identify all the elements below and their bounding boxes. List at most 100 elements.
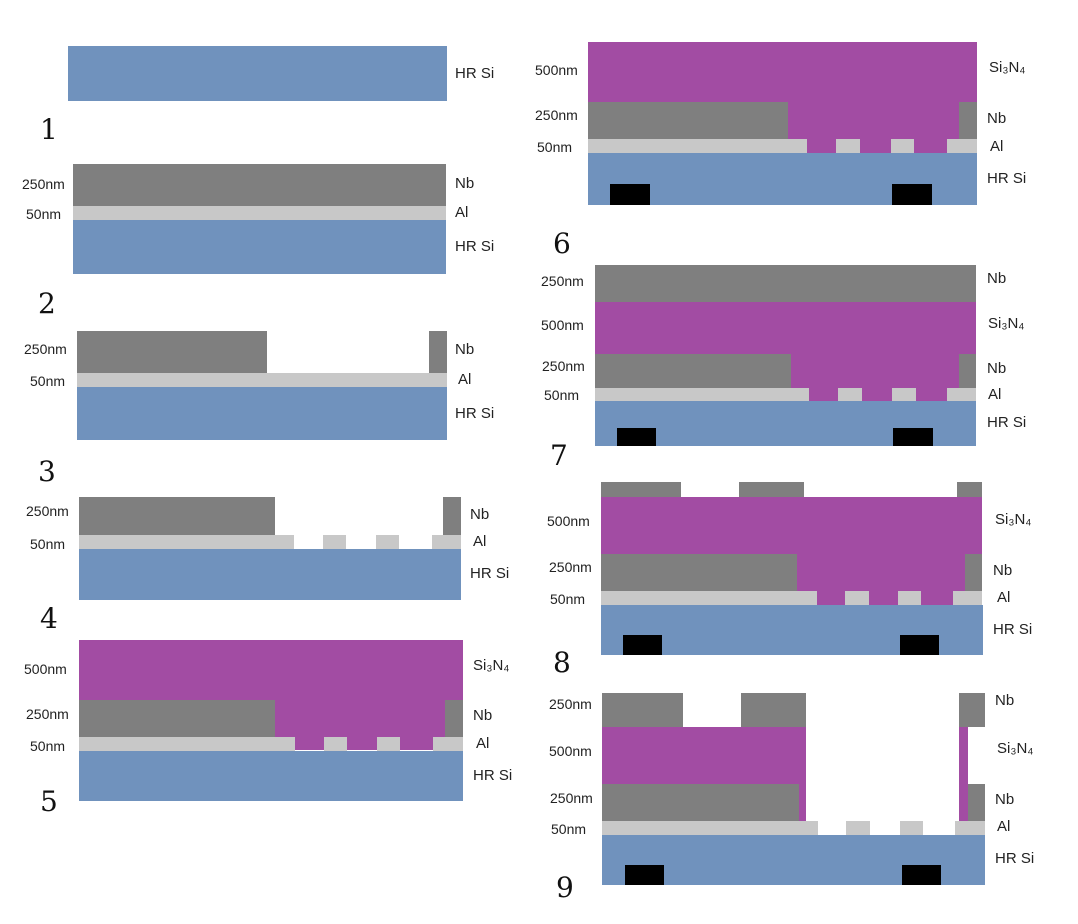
step5-label-hrsi: HR Si [473, 767, 513, 784]
step6-label-hrsi: HR Si [987, 170, 1027, 187]
step2-thickness-nb: 250nm [22, 176, 65, 192]
step3-nb-left [77, 331, 267, 373]
step4-nb-right [443, 497, 461, 535]
step7-al-segment [892, 388, 916, 401]
step9-label-hrsi: HR Si [995, 850, 1035, 867]
step1-number: 1 [40, 113, 58, 146]
step2-nb-layer [73, 164, 446, 206]
step7-label-nb: Nb [987, 360, 1007, 377]
step9-al-main [602, 821, 818, 835]
step2-label-hrsi: HR Si [455, 238, 495, 255]
step3-thickness-al: 50nm [30, 373, 66, 389]
step5-al-segment [433, 737, 463, 751]
step2-number: 2 [38, 287, 56, 320]
step8-al-segment [898, 591, 921, 605]
step7-label-nitride: Si₃N₄ [988, 315, 1025, 332]
step5-thickness-nb: 250nm [26, 706, 69, 722]
step6-al-main [588, 139, 807, 153]
step2-substrate [73, 220, 446, 274]
step7-marker-left [617, 428, 656, 446]
step9-al-segment [900, 821, 923, 835]
step9-number: 9 [556, 871, 574, 904]
step6-label-nitride: Si₃N₄ [989, 59, 1026, 76]
step5-label-nb: Nb [473, 707, 493, 724]
step6-label-al: Al [990, 138, 1004, 155]
step9-marker-left [625, 865, 664, 885]
step8-thickness-al: 50nm [550, 591, 586, 607]
step7-nb-top [595, 265, 976, 302]
step3-al-layer [77, 373, 447, 387]
step8-al-segment [845, 591, 869, 605]
step8-label-nitride: Si₃N₄ [995, 511, 1032, 528]
step7-thickness-nb-top: 250nm [541, 273, 584, 289]
step9-al-segment [846, 821, 870, 835]
step9-nb-right [968, 784, 985, 821]
step9-thickness-al: 50nm [551, 821, 587, 837]
step6-al-segment [891, 139, 914, 153]
step9-nitride-right [959, 727, 968, 821]
step3-label-nb: Nb [455, 341, 475, 358]
step4-thickness-al: 50nm [30, 536, 66, 552]
step4-al-main [79, 535, 294, 549]
step5-al-main [79, 737, 295, 751]
step6-label-nb: Nb [987, 110, 1007, 127]
step6-nb-right [959, 102, 977, 139]
step4-label-hrsi: HR Si [470, 565, 510, 582]
step9-nb-top-left [602, 693, 683, 727]
step8-nb-right [965, 554, 982, 591]
step4-label-nb: Nb [470, 506, 490, 523]
step8-label-nb: Nb [993, 562, 1013, 579]
step9-thickness-nitride: 500nm [549, 743, 592, 759]
step5-number: 5 [40, 785, 58, 818]
step7-label-nb-top: Nb [987, 270, 1007, 287]
step4-thickness-nb: 250nm [26, 503, 69, 519]
step8-thickness-nitride: 500nm [547, 513, 590, 529]
step5-substrate [79, 751, 463, 801]
step5-al-segment [324, 737, 347, 751]
step2-thickness-al: 50nm [26, 206, 62, 222]
step6-thickness-nb: 250nm [535, 107, 578, 123]
step7-label-al: Al [988, 386, 1002, 403]
step2-al-layer [73, 206, 446, 220]
step5-al-segment [377, 737, 400, 751]
step9-thickness-nb: 250nm [550, 790, 593, 806]
step4-label-al: Al [473, 533, 487, 550]
step9-nb-top-right [959, 693, 985, 727]
step8-label-hrsi: HR Si [993, 621, 1033, 638]
step8-nb-top-right [957, 482, 982, 497]
step7-label-hrsi: HR Si [987, 414, 1027, 431]
step5-label-nitride: Si₃N₄ [473, 657, 510, 674]
step9-label-nb: Nb [995, 791, 1015, 808]
step8-label-al: Al [997, 589, 1011, 606]
step7-thickness-nitride: 500nm [541, 317, 584, 333]
step1-substrate [68, 46, 447, 101]
step9-nb-left [602, 784, 799, 821]
step3-nb-right [429, 331, 447, 373]
step6-number: 6 [553, 227, 571, 260]
step3-number: 3 [38, 455, 56, 488]
step7-marker-right [893, 428, 933, 446]
step5-thickness-al: 50nm [30, 738, 66, 754]
step4-number: 4 [40, 602, 58, 635]
step1-label-hrsi: HR Si [455, 65, 495, 82]
step5-label-al: Al [476, 735, 490, 752]
step9-label-al: Al [997, 818, 1011, 835]
step7-nb-right [959, 354, 976, 388]
step5-thickness-nitride: 500nm [24, 661, 67, 677]
step3-label-al: Al [458, 371, 472, 388]
step4-al-segment [432, 535, 461, 549]
step6-marker-left [610, 184, 650, 205]
step2-label-al: Al [455, 204, 469, 221]
step9-nb-top-mid [741, 693, 806, 727]
step9-thickness-nb-top: 250nm [549, 696, 592, 712]
step2-label-nb: Nb [455, 175, 475, 192]
step7-al-segment [947, 388, 976, 401]
step4-al-segment [376, 535, 399, 549]
step5-nb-left [79, 700, 275, 737]
step4-substrate [79, 549, 461, 600]
step6-thickness-al: 50nm [537, 139, 573, 155]
step3-substrate [77, 387, 447, 440]
step7-al-segment [838, 388, 862, 401]
step7-thickness-al: 50nm [544, 387, 580, 403]
